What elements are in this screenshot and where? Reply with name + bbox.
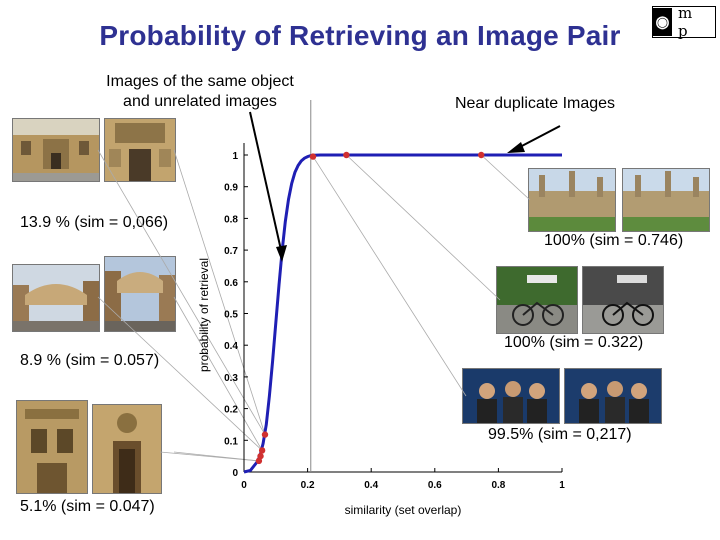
caption-pair-4: 100% (sim = 0.746): [544, 232, 684, 249]
y-tick-label: 0.9: [224, 183, 238, 194]
photo-library-courtyard-a: [12, 118, 100, 182]
connector-line: [346, 154, 501, 301]
y-tick-label: 0.6: [224, 278, 238, 289]
connector-line: [312, 156, 467, 397]
annotation-line-2: and unrelated images: [123, 93, 277, 110]
arrow-right-shaft: [517, 125, 561, 149]
data-point: [257, 452, 264, 460]
x-tick-label: 0: [241, 480, 247, 491]
caption-pair-2: 8.9 % (sim = 0.057): [20, 352, 160, 369]
y-axis-label: probability of retrieval: [197, 258, 211, 372]
photo-spires-b: [622, 168, 710, 232]
photo-library-courtyard-b: [104, 118, 176, 182]
photo-facade-b: [92, 404, 162, 494]
data-point: [343, 151, 350, 159]
x-tick-label: 0.2: [301, 480, 315, 491]
logo-text: m p: [678, 4, 699, 40]
x-tick-label: 0.8: [491, 480, 505, 491]
caption-pair-1: 13.9 % (sim = 0,066): [20, 214, 169, 231]
cmp-logo: ◉ m p: [652, 4, 716, 40]
caption-pair-6: 99.5% (sim = 0,217): [488, 426, 632, 443]
annotation-line-1: Images of the same object: [106, 73, 294, 90]
y-tick-label: 0.5: [224, 310, 238, 321]
connector-line: [173, 296, 263, 451]
data-point: [261, 431, 269, 438]
photo-bicycle-b: [582, 266, 664, 334]
annotation-near-duplicate: Near duplicate Images: [454, 95, 616, 112]
arrow-left-shaft: [249, 111, 282, 251]
photo-bridge-b: [104, 256, 176, 332]
y-tick-label: 0.7: [224, 246, 238, 257]
connector-line: [480, 154, 531, 201]
chart-axes: 0 0.1 0.2 0.3 0.4 0.5 0.6 0.7 0.8 0.9 1 0 0.2 0.4 0.6 0…: [224, 143, 565, 491]
x-tick-label: 1: [559, 480, 565, 491]
photo-musicians-b: [564, 368, 662, 424]
connector-lines: [97, 149, 531, 462]
chart-points: [255, 151, 485, 465]
eye-icon: ◉: [653, 8, 673, 36]
x-tick-label: 0.6: [428, 480, 442, 491]
data-point: [478, 151, 485, 159]
data-point: [309, 153, 317, 160]
data-point: [258, 447, 266, 454]
photo-facade-a: [16, 400, 88, 494]
slide-title: Probability of Retrieving an Image Pair: [99, 20, 621, 51]
connector-line: [173, 451, 259, 462]
probability-curve: [243, 153, 562, 474]
connector-line: [97, 149, 266, 435]
caption-pair-5: 100% (sim = 0.322): [504, 334, 644, 351]
arrow-right-head: [507, 142, 525, 153]
y-tick-label: 0.3: [224, 373, 238, 384]
photo-bridge-a: [12, 264, 100, 332]
caption-pair-3: 5.1% (sim = 0.047): [20, 498, 155, 515]
y-tick-label: 0.8: [224, 214, 238, 225]
y-tick-label: 1: [232, 151, 238, 162]
connector-line: [173, 149, 266, 435]
x-axis-label: similarity (set overlap): [345, 503, 462, 517]
x-tick-label: 0.4: [364, 480, 378, 491]
y-tick-label: 0: [232, 468, 238, 479]
y-tick-label: 0.2: [224, 405, 238, 416]
connector-line: [97, 296, 263, 451]
photo-spires-a: [528, 168, 616, 232]
y-tick-label: 0.1: [224, 436, 238, 447]
photo-bicycle-a: [496, 266, 578, 334]
annotation-same-object: Images of the same object and unrelated …: [80, 72, 320, 112]
photo-musicians-a: [462, 368, 560, 424]
y-tick-label: 0.4: [224, 341, 238, 352]
arrow-left-head: [276, 245, 287, 262]
